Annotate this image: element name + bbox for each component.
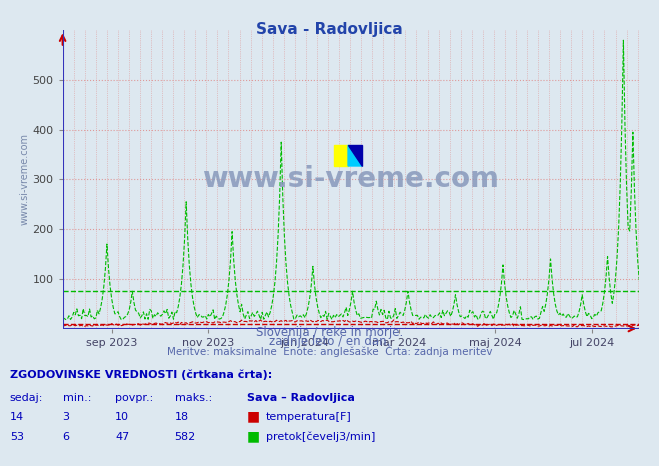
Text: temperatura[F]: temperatura[F]	[266, 412, 351, 422]
Text: zadnje leto / en dan.: zadnje leto / en dan.	[269, 335, 390, 348]
Text: maks.:: maks.:	[175, 393, 212, 403]
Bar	[333, 145, 348, 166]
Text: Meritve: maksimalne  Enote: anglešaške  Črta: zadnja meritev: Meritve: maksimalne Enote: anglešaške Čr…	[167, 345, 492, 357]
Text: sedaj:: sedaj:	[10, 393, 43, 403]
Text: 53: 53	[10, 432, 24, 442]
Text: ZGODOVINSKE VREDNOSTI (črtkana črta):: ZGODOVINSKE VREDNOSTI (črtkana črta):	[10, 370, 272, 380]
Polygon shape	[348, 145, 362, 166]
Text: 14: 14	[10, 412, 24, 422]
Text: povpr.:: povpr.:	[115, 393, 154, 403]
Text: 3: 3	[63, 412, 70, 422]
Polygon shape	[348, 145, 362, 166]
Text: www.si-vreme.com: www.si-vreme.com	[202, 165, 500, 193]
Text: Slovenija / reke in morje.: Slovenija / reke in morje.	[256, 326, 403, 338]
Text: 18: 18	[175, 412, 188, 422]
Text: pretok[čevelj3/min]: pretok[čevelj3/min]	[266, 432, 375, 442]
Y-axis label: www.si-vreme.com: www.si-vreme.com	[20, 133, 30, 226]
Text: Sava – Radovljica: Sava – Radovljica	[247, 393, 355, 403]
Text: ■: ■	[247, 429, 260, 443]
Text: ■: ■	[247, 409, 260, 423]
Text: 10: 10	[115, 412, 129, 422]
Text: min.:: min.:	[63, 393, 91, 403]
Text: 47: 47	[115, 432, 130, 442]
Text: 6: 6	[63, 432, 70, 442]
Text: Sava - Radovljica: Sava - Radovljica	[256, 22, 403, 37]
Text: 582: 582	[175, 432, 196, 442]
